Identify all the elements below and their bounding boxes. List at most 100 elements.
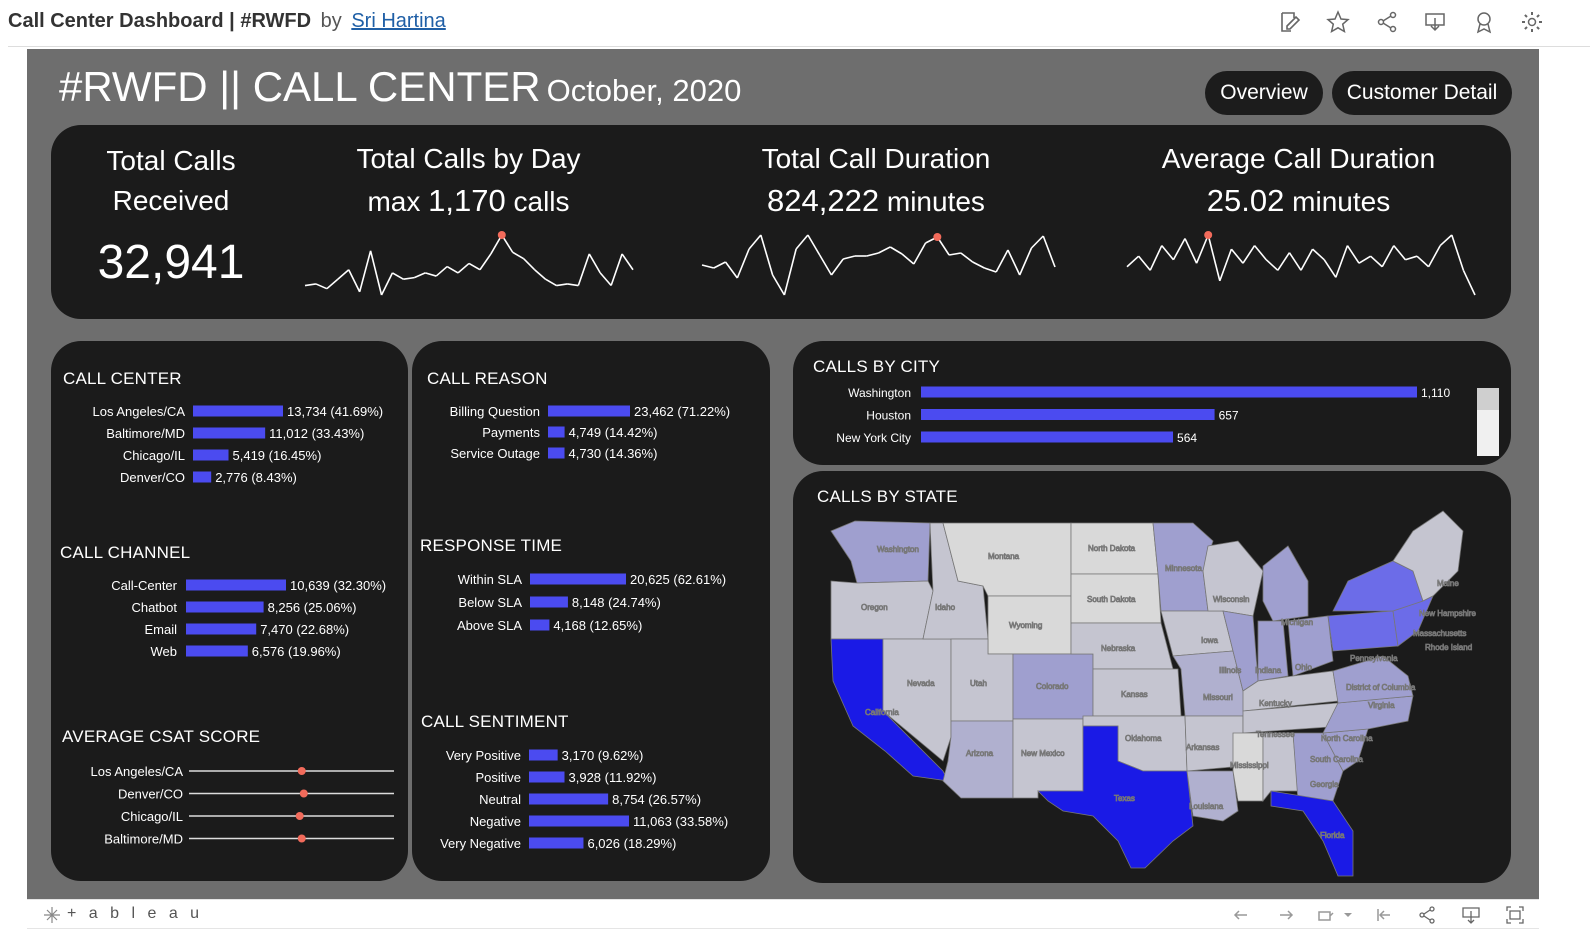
state-wisconsin xyxy=(1202,540,1264,617)
csat-dot[interactable] xyxy=(297,834,306,843)
kpi-panel: Total Calls Received 32,941 Total Calls … xyxy=(51,125,1511,319)
csat-dot[interactable] xyxy=(299,789,308,798)
calls-by-day-sparkline xyxy=(304,231,634,296)
author-link[interactable]: Sri Hartina xyxy=(351,10,446,32)
bar[interactable] xyxy=(530,573,626,585)
sparkline-segment xyxy=(1346,245,1360,264)
bar-category-label: Washington xyxy=(848,386,911,400)
header-divider xyxy=(8,46,1590,47)
undo-icon[interactable] xyxy=(1231,905,1251,925)
bar[interactable] xyxy=(548,426,565,438)
left-breakdown-panel: CALL CENTER Los Angeles/CA 13,734 (41.69%… xyxy=(51,341,408,881)
sparkline-segment xyxy=(446,265,459,274)
call-sentiment-bar-chart: Very Positive 3,170 (9.62%) Positive 3,928 … xyxy=(440,748,728,851)
bar[interactable] xyxy=(529,771,565,783)
footer-download-icon[interactable] xyxy=(1461,905,1481,925)
dashboard-title-text: #RWFD || CALL CENTER xyxy=(59,63,541,110)
sparkline-segment xyxy=(843,255,856,260)
download-icon[interactable] xyxy=(1423,10,1447,34)
bar[interactable] xyxy=(529,815,629,827)
bar[interactable] xyxy=(530,619,550,631)
calls-by-day-value: 1,170 xyxy=(428,183,506,218)
bar[interactable] xyxy=(921,409,1215,420)
sparkline-max-point[interactable] xyxy=(1204,231,1213,239)
sparkline-max-point[interactable] xyxy=(497,231,506,239)
label-georgia: Georgia xyxy=(1310,780,1339,789)
sparkline-segment xyxy=(760,234,774,276)
bar[interactable] xyxy=(921,386,1417,398)
call-duration-unit: minutes xyxy=(886,186,985,217)
csat-dot[interactable] xyxy=(295,812,304,820)
sparkline-segment xyxy=(479,253,492,271)
label-indiana: Indiana xyxy=(1255,666,1282,675)
bar-category-label: Very Positive xyxy=(446,748,521,763)
response-time-bar-chart: Within SLA 20,625 (62.61%) Below SLA 8,148 … xyxy=(457,572,726,633)
bar-category-label: Web xyxy=(151,644,178,659)
state-georgia xyxy=(1292,732,1344,802)
sparkline-segment xyxy=(599,272,612,287)
sparkline-segment xyxy=(878,246,891,254)
dashboard-title: #RWFD || CALL CENTER October, 2020 xyxy=(59,63,741,111)
share-icon[interactable] xyxy=(1375,10,1399,34)
first-page-icon[interactable] xyxy=(1374,905,1394,925)
sparkline-segment xyxy=(358,250,372,293)
state-ohio xyxy=(1287,615,1334,677)
bar-value-label: 8,754 (26.57%) xyxy=(612,792,701,807)
bar[interactable] xyxy=(529,749,558,761)
bar[interactable] xyxy=(186,579,286,591)
settings-gear-icon[interactable] xyxy=(1520,10,1544,34)
state-alabama xyxy=(1262,732,1299,803)
city-scrollbar[interactable] xyxy=(1477,388,1499,456)
label-wisconsin: Wisconsin xyxy=(1213,595,1249,604)
sparkline-segment xyxy=(1312,248,1325,261)
sparkline-segment xyxy=(1462,269,1476,296)
sparkline-segment xyxy=(588,253,601,274)
footer-share-icon[interactable] xyxy=(1417,905,1437,925)
bar[interactable] xyxy=(548,405,630,417)
state-iowa xyxy=(1160,610,1234,657)
call-duration-value: 824,222 xyxy=(767,183,880,218)
bar[interactable] xyxy=(529,793,609,805)
bar-category-label: Below SLA xyxy=(458,595,522,610)
bar[interactable] xyxy=(530,596,568,608)
city-scrollbar-thumb[interactable] xyxy=(1477,388,1499,410)
sparkline-segment xyxy=(523,258,536,271)
bar[interactable] xyxy=(186,645,248,657)
customer-detail-button[interactable]: Customer Detail xyxy=(1332,71,1512,115)
call-channel-title: CALL CHANNEL xyxy=(60,543,191,562)
bar[interactable] xyxy=(529,837,584,849)
bar[interactable] xyxy=(921,431,1174,443)
bar[interactable] xyxy=(186,623,257,635)
edit-icon[interactable] xyxy=(1278,10,1302,34)
sparkline-segment xyxy=(960,252,974,263)
favorite-star-icon[interactable] xyxy=(1326,10,1350,34)
bar[interactable] xyxy=(548,447,565,459)
badge-icon[interactable] xyxy=(1472,10,1496,34)
sparkline-segment xyxy=(556,283,568,287)
bar[interactable] xyxy=(193,449,229,461)
bar[interactable] xyxy=(193,427,266,439)
sparkline-segment xyxy=(315,283,328,290)
csat-category-label: Chicago/IL xyxy=(121,809,183,824)
call-duration-sparkline xyxy=(701,233,1056,296)
fullscreen-icon[interactable] xyxy=(1505,905,1525,925)
state-new-england xyxy=(1392,510,1464,602)
call-reason-bar-chart: Billing Question 23,462 (71.22%) Payments 4… xyxy=(450,404,730,461)
call-center-title: CALL CENTER xyxy=(63,369,182,388)
label-pennsylvania: Pennsylvania xyxy=(1350,654,1398,663)
redo-icon[interactable] xyxy=(1276,905,1296,925)
bar-category-label: Negative xyxy=(470,814,521,829)
overview-button[interactable]: Overview xyxy=(1205,71,1323,115)
state-michigan xyxy=(1262,545,1309,622)
label-district-of-columbia: District of Columbia xyxy=(1346,683,1416,692)
revert-icon[interactable] xyxy=(1316,905,1336,925)
bar[interactable] xyxy=(193,405,283,417)
sparkline-segment xyxy=(1219,248,1233,282)
sparkline-max-point[interactable] xyxy=(933,233,942,241)
calls-by-state-panel: CALLS BY STATE xyxy=(793,471,1511,883)
bar[interactable] xyxy=(186,601,264,613)
csat-dot[interactable] xyxy=(297,767,306,775)
revert-menu-chevron-down-icon[interactable] xyxy=(1343,905,1353,925)
sparkline-segment xyxy=(1007,249,1021,276)
bar[interactable] xyxy=(193,471,212,483)
